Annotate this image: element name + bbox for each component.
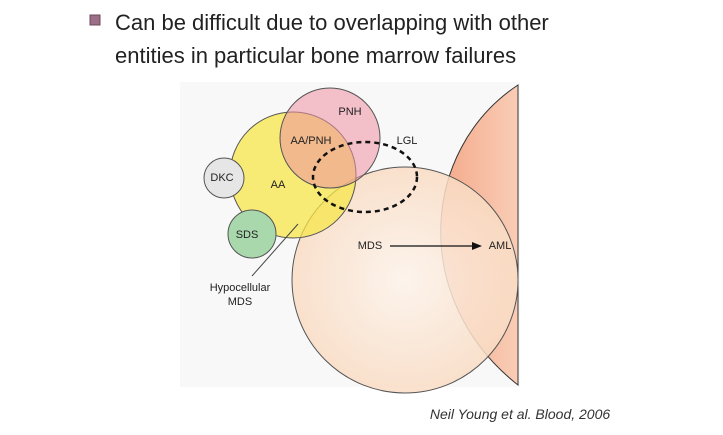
arrow-head <box>472 242 482 250</box>
label: LGL <box>397 135 418 147</box>
pnh-circle <box>279 87 381 189</box>
label: PNH <box>338 106 361 118</box>
label: MDS <box>228 296 252 308</box>
bullet-marker <box>89 14 101 26</box>
bullet-line: entities in particular bone marrow failu… <box>115 43 516 68</box>
label: Hypocellular <box>210 282 271 294</box>
label: AA <box>271 179 286 191</box>
lgl-ellipse <box>311 140 419 214</box>
label: SDS <box>236 229 259 241</box>
pointer-line <box>251 223 299 277</box>
label: MDS <box>358 240 382 252</box>
citation: Neil Young et al. Blood, 2006 <box>430 406 611 422</box>
bullet-line: Can be difficult due to overlapping with… <box>115 10 549 35</box>
label: AA/PNH <box>291 135 332 147</box>
label: DKC <box>210 172 233 184</box>
label: AML <box>489 240 512 252</box>
sds-circle <box>227 209 277 259</box>
mds-circle <box>291 166 519 394</box>
dkc-circle <box>203 157 245 199</box>
